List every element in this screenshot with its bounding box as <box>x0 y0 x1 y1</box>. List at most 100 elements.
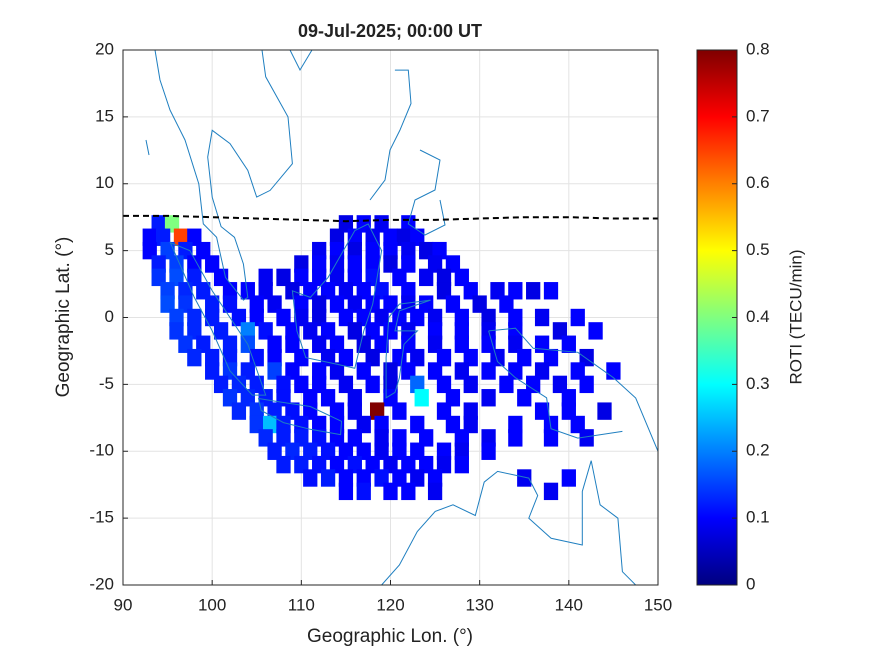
roti-cell <box>294 429 309 447</box>
roti-cell <box>249 308 264 327</box>
colorbar-tick-label: 0.3 <box>746 374 770 393</box>
roti-cell <box>231 308 247 327</box>
roti-cell <box>338 308 354 327</box>
roti-cell <box>356 482 371 501</box>
roti-cell <box>329 228 345 246</box>
roti-cell <box>365 455 380 474</box>
roti-cell <box>356 335 371 353</box>
roti-cell <box>454 308 469 327</box>
roti-cell <box>454 322 469 340</box>
roti-cell <box>262 415 278 434</box>
roti-cell <box>173 228 189 246</box>
roti-cell <box>347 241 362 260</box>
roti-cell <box>356 469 371 487</box>
roti-cell <box>347 455 362 474</box>
roti-cell <box>374 469 389 487</box>
chart-title: 09-Jul-2025; 00:00 UT <box>298 21 482 41</box>
y-tick-label: 15 <box>95 106 114 125</box>
roti-cell <box>160 241 175 260</box>
roti-cell <box>526 375 541 394</box>
roti-cell <box>392 308 407 327</box>
roti-cell <box>534 362 550 380</box>
roti-cell <box>205 362 220 380</box>
roti-cell <box>329 335 345 353</box>
roti-cell <box>303 442 318 460</box>
roti-cell <box>347 389 362 407</box>
roti-cell <box>383 362 398 380</box>
coastline <box>381 460 637 585</box>
roti-cell <box>383 455 398 474</box>
roti-cell <box>543 282 559 300</box>
roti-cell <box>427 469 443 487</box>
roti-cell <box>561 402 576 420</box>
roti-cell <box>312 455 327 474</box>
roti-cell <box>240 322 255 340</box>
coastline <box>154 50 293 301</box>
roti-cell <box>187 348 202 367</box>
roti-cell <box>543 429 559 447</box>
roti-cell <box>445 295 461 313</box>
roti-cell <box>383 482 398 501</box>
roti-cell <box>436 442 452 460</box>
roti-cell <box>329 455 345 474</box>
y-tick-label: 10 <box>95 173 114 192</box>
roti-cell <box>169 322 184 340</box>
roti-cell <box>427 335 443 353</box>
roti-cell <box>401 335 416 353</box>
roti-cell <box>401 255 416 273</box>
roti-cell <box>303 469 318 487</box>
roti-cell <box>267 348 282 367</box>
roti-cell <box>436 455 452 474</box>
roti-cell <box>312 335 327 353</box>
x-tick-label: 90 <box>114 595 133 614</box>
roti-cell <box>187 268 202 287</box>
colorbar-tick-label: 0.1 <box>746 508 770 527</box>
roti-cell <box>294 295 309 313</box>
colorbar-label: ROTI (TECU/min) <box>786 249 805 384</box>
roti-cell <box>481 389 496 407</box>
roti-cell <box>454 455 469 474</box>
y-tick-label: -15 <box>89 508 114 527</box>
roti-cell <box>347 228 362 246</box>
roti-cell <box>338 375 354 394</box>
roti-cell <box>472 295 487 313</box>
roti-cell <box>508 415 523 434</box>
roti-cell <box>454 335 469 353</box>
roti-cell <box>392 442 407 460</box>
roti-cell <box>347 402 362 420</box>
roti-cell <box>169 255 184 273</box>
roti-cell <box>517 348 532 367</box>
roti-cell <box>410 348 425 367</box>
y-axis-label: Geographic Lat. (°) <box>53 237 74 398</box>
y-tick-label: 0 <box>105 307 114 326</box>
roti-cell <box>410 308 425 327</box>
roti-cell <box>579 375 594 394</box>
y-tick-label: 5 <box>105 240 114 259</box>
roti-cell <box>205 348 220 367</box>
roti-cell <box>276 429 291 447</box>
roti-cell <box>543 415 559 434</box>
roti-cell <box>543 348 559 367</box>
roti-cell <box>155 228 171 246</box>
coastline <box>145 50 313 156</box>
roti-cell <box>164 215 180 233</box>
roti-cell <box>383 295 398 313</box>
roti-cell <box>196 241 211 260</box>
roti-cell <box>312 375 327 394</box>
coastline <box>385 299 431 399</box>
roti-cell <box>320 282 336 300</box>
roti-cell <box>410 442 425 460</box>
roti-cell <box>249 348 264 367</box>
roti-cell <box>588 322 603 340</box>
roti-cell <box>570 362 585 380</box>
roti-cell <box>294 415 309 434</box>
roti-cell <box>365 255 380 273</box>
roti-cell <box>454 442 469 460</box>
roti-cell <box>481 335 496 353</box>
roti-cell <box>410 415 425 434</box>
roti-cell <box>508 308 523 327</box>
roti-cell <box>463 375 478 394</box>
roti-cell <box>365 348 380 367</box>
roti-cell <box>597 402 612 420</box>
